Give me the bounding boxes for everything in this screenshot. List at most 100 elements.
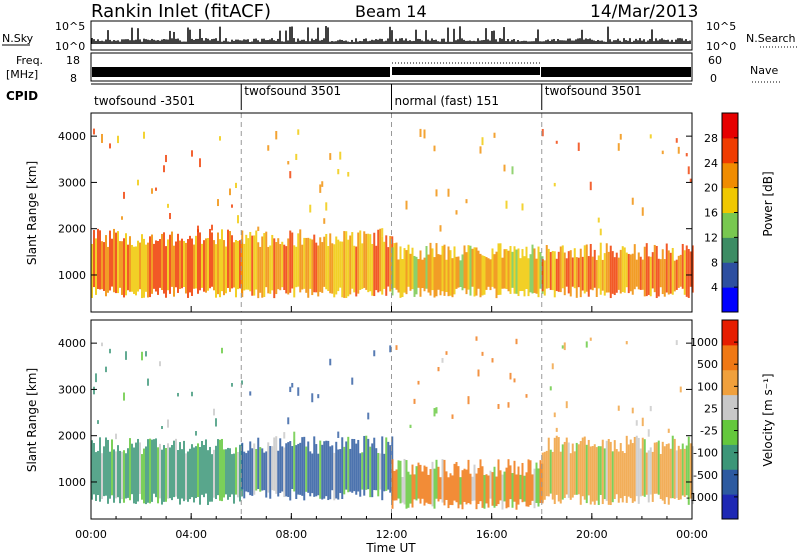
- echo-streak: [425, 466, 428, 503]
- echo-scatter: [413, 398, 416, 404]
- echo-streak: [159, 239, 161, 288]
- echo-streak: [677, 445, 680, 500]
- echo-streak: [97, 450, 99, 495]
- echo-streak: [633, 244, 636, 290]
- echo-streak: [105, 437, 107, 496]
- echo-streak: [357, 439, 360, 492]
- echo-streak: [541, 452, 544, 502]
- echo-streak: [657, 440, 660, 495]
- echo-streak: [125, 453, 127, 499]
- echo-streak: [191, 444, 193, 498]
- echo-streak: [679, 254, 682, 287]
- echo-streak: [367, 233, 370, 293]
- echo-streak: [663, 259, 666, 297]
- echo-streak: [257, 242, 260, 299]
- echo-streak: [499, 470, 502, 501]
- echo-streak: [199, 447, 201, 505]
- colorbar-tick-label: 25: [704, 402, 718, 415]
- echo-streak: [443, 459, 446, 506]
- echo-streak: [559, 246, 562, 293]
- echo-streak: [313, 234, 316, 293]
- echo-scatter: [105, 366, 107, 373]
- echo-streak: [555, 435, 558, 495]
- nsky-tick-top: 10^5: [55, 20, 85, 33]
- echo-streak: [317, 453, 320, 496]
- echo-streak: [247, 238, 250, 290]
- echo-streak: [365, 233, 368, 290]
- colorbar-cell: [722, 469, 738, 495]
- echo-streak: [635, 435, 638, 497]
- echo-streak: [613, 440, 616, 500]
- echo-streak: [673, 438, 676, 499]
- echo-streak: [231, 235, 233, 289]
- colorbar-cell: [722, 494, 738, 520]
- nave-label: Nave: [750, 64, 778, 77]
- echo-streak: [543, 260, 546, 296]
- echo-streak: [397, 460, 400, 499]
- y-tick-label: 3000: [58, 383, 86, 396]
- echo-scatter: [337, 431, 340, 438]
- echo-scatter: [109, 143, 111, 149]
- echo-streak: [495, 476, 498, 507]
- echo-streak: [385, 437, 388, 491]
- echo-streak: [671, 435, 674, 499]
- echo-scatter: [585, 341, 588, 348]
- echo-streak: [567, 442, 570, 498]
- x-axis-label: Time UT: [365, 541, 416, 554]
- echo-streak: [131, 244, 133, 292]
- echo-scatter: [311, 393, 314, 403]
- echo-streak: [115, 232, 117, 294]
- echo-streak: [451, 475, 454, 506]
- echo-scatter: [417, 380, 420, 385]
- echo-scatter: [125, 351, 127, 360]
- velocity-echo-layer: [91, 320, 694, 519]
- echo-streak: [427, 254, 430, 293]
- echo-scatter: [599, 228, 602, 236]
- echo-streak: [105, 235, 107, 297]
- echo-scatter: [109, 348, 111, 354]
- echo-streak: [131, 443, 133, 495]
- echo-streak: [461, 254, 464, 291]
- echo-streak: [209, 228, 211, 289]
- echo-scatter: [521, 203, 524, 211]
- power-colorbar: 28 24 20 16 12 8 4: [704, 112, 739, 313]
- echo-streak: [175, 438, 177, 497]
- echo-scatter: [619, 133, 622, 140]
- echo-streak: [141, 234, 143, 299]
- colorbar-cell: [722, 444, 738, 470]
- echo-scatter: [267, 145, 270, 151]
- echo-streak: [541, 259, 544, 292]
- echo-streak: [669, 252, 672, 294]
- echo-streak: [579, 248, 582, 298]
- echo-scatter: [549, 386, 552, 391]
- echo-streak: [655, 442, 658, 494]
- echo-scatter: [541, 128, 544, 137]
- echo-streak: [277, 450, 280, 497]
- echo-streak: [483, 475, 486, 509]
- echo-scatter: [159, 361, 161, 367]
- colorbar-tick-label: -1000: [686, 491, 718, 504]
- echo-streak: [403, 248, 406, 293]
- echo-streak: [97, 228, 99, 289]
- echo-streak: [401, 259, 404, 298]
- echo-streak: [635, 259, 638, 287]
- echo-streak: [113, 449, 115, 503]
- echo-streak: [273, 437, 276, 491]
- echo-streak: [99, 230, 101, 290]
- echo-streak: [231, 454, 233, 495]
- echo-scatter: [661, 150, 664, 155]
- echo-streak: [617, 451, 620, 503]
- echo-streak: [193, 244, 195, 289]
- echo-streak: [443, 244, 446, 296]
- echo-scatter: [235, 182, 237, 189]
- echo-streak: [457, 466, 460, 509]
- echo-streak: [311, 453, 314, 494]
- echo-streak: [181, 238, 183, 289]
- cpid-segment-label: twofsound 3501: [545, 84, 642, 98]
- echo-streak: [315, 444, 318, 497]
- x-tick-label: 00:00: [75, 528, 107, 541]
- echo-streak: [683, 250, 686, 295]
- echo-streak: [155, 240, 157, 292]
- echo-scatter: [231, 204, 233, 208]
- echo-scatter: [241, 380, 243, 385]
